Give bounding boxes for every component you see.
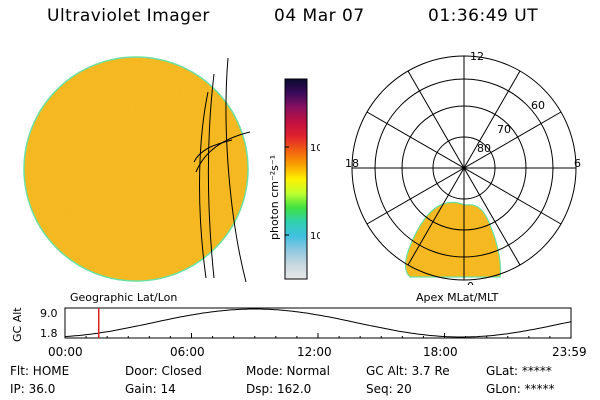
mlt-label-18: 18 xyxy=(345,157,359,170)
status-gc-alt: GC Alt: 3.7 Re xyxy=(366,364,450,378)
status-dsp: Dsp: 162.0 xyxy=(246,382,312,396)
status-gain: Gain: 14 xyxy=(125,382,176,396)
status-ip: IP: 36.0 xyxy=(10,382,56,396)
strip-y-tick: 9.0 xyxy=(40,307,58,320)
time-tick-label: 18:00 xyxy=(423,345,458,359)
date-label: 04 Mar 07 xyxy=(274,6,365,26)
altitude-curve xyxy=(64,308,572,338)
mlt-label-0: 0 xyxy=(467,280,474,285)
status-flight: Flt: HOME xyxy=(10,364,70,378)
latitude-line xyxy=(195,131,251,173)
strip-y-tick: 1.8 xyxy=(40,327,58,340)
lat-label-70: 70 xyxy=(497,123,511,136)
mlt-label-12: 12 xyxy=(470,50,484,63)
status-mode: Mode: Normal xyxy=(246,364,330,378)
mlt-label-6: 6 xyxy=(574,157,581,170)
longitude-line xyxy=(207,73,215,279)
status-seq: Seq: 20 xyxy=(366,382,412,396)
colorbar-tick: 10 xyxy=(310,231,320,242)
time-label: 01:36:49 UT xyxy=(428,6,539,26)
colorbar-label: photon cm⁻²s⁻¹ xyxy=(268,155,281,240)
time-tick-label: 00:00 xyxy=(48,345,83,359)
time-tick-label: 06:00 xyxy=(170,345,205,359)
longitude-line xyxy=(199,91,209,279)
colorbar-scale xyxy=(285,79,307,279)
status-glon: GLon: ***** xyxy=(486,382,555,396)
longitude-line xyxy=(225,57,247,283)
disk-limb xyxy=(23,56,249,282)
strip-y-label: GC Alt xyxy=(11,307,24,342)
geographic-disk-image xyxy=(23,56,251,283)
apex-label: Apex MLat/MLT xyxy=(416,291,499,304)
polar-mlt-map: 12 18 6 0 80 70 60 xyxy=(345,50,581,285)
status-door: Door: Closed xyxy=(125,364,202,378)
lat-label-60: 60 xyxy=(531,99,545,112)
colorbar: 100 10 photon cm⁻²s⁻¹ xyxy=(268,78,320,280)
geographic-label: Geographic Lat/Lon xyxy=(70,291,178,304)
altitude-strip-chart: GC Alt 9.0 1.8 xyxy=(11,307,572,342)
instrument-title: Ultraviolet Imager xyxy=(47,6,210,26)
time-tick-label: 23:59 xyxy=(552,345,587,359)
lat-label-80: 80 xyxy=(477,142,491,155)
time-tick-label: 12:00 xyxy=(297,345,332,359)
colorbar-tick: 100 xyxy=(310,143,320,154)
latitude-line xyxy=(193,139,233,163)
status-glat: GLat: ***** xyxy=(486,364,552,378)
